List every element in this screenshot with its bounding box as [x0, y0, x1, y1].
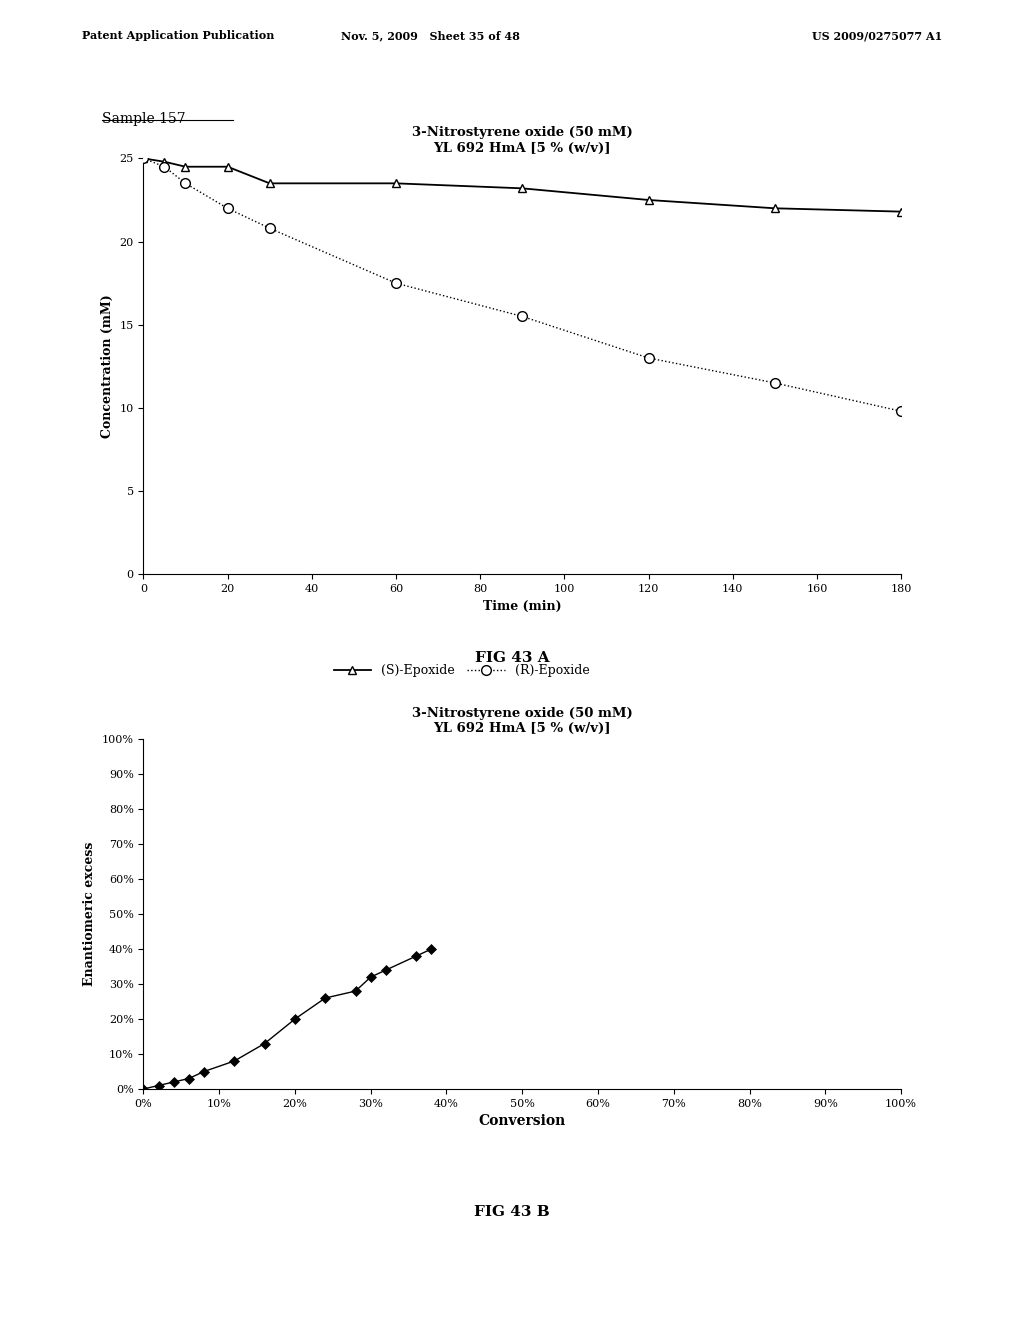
Text: Nov. 5, 2009   Sheet 35 of 48: Nov. 5, 2009 Sheet 35 of 48 [341, 30, 519, 41]
Text: FIG 43 B: FIG 43 B [474, 1205, 550, 1220]
Text: FIG 43 A: FIG 43 A [475, 651, 549, 665]
Y-axis label: Concentration (mM): Concentration (mM) [100, 294, 114, 438]
X-axis label: Conversion: Conversion [478, 1114, 566, 1129]
Text: US 2009/0275077 A1: US 2009/0275077 A1 [812, 30, 942, 41]
Title: 3-Nitrostyrene oxide (50 mM)
YL 692 HmA [5 % (w/v)]: 3-Nitrostyrene oxide (50 mM) YL 692 HmA … [412, 708, 633, 735]
Title: 3-Nitrostyrene oxide (50 mM)
YL 692 HmA [5 % (w/v)]: 3-Nitrostyrene oxide (50 mM) YL 692 HmA … [412, 127, 633, 154]
Legend: (S)-Epoxide, (R)-Epoxide: (S)-Epoxide, (R)-Epoxide [329, 660, 595, 682]
X-axis label: Time (min): Time (min) [483, 599, 561, 612]
Text: Patent Application Publication: Patent Application Publication [82, 30, 274, 41]
Y-axis label: Enantiomeric excess: Enantiomeric excess [83, 842, 96, 986]
Text: Sample 157: Sample 157 [102, 112, 186, 127]
